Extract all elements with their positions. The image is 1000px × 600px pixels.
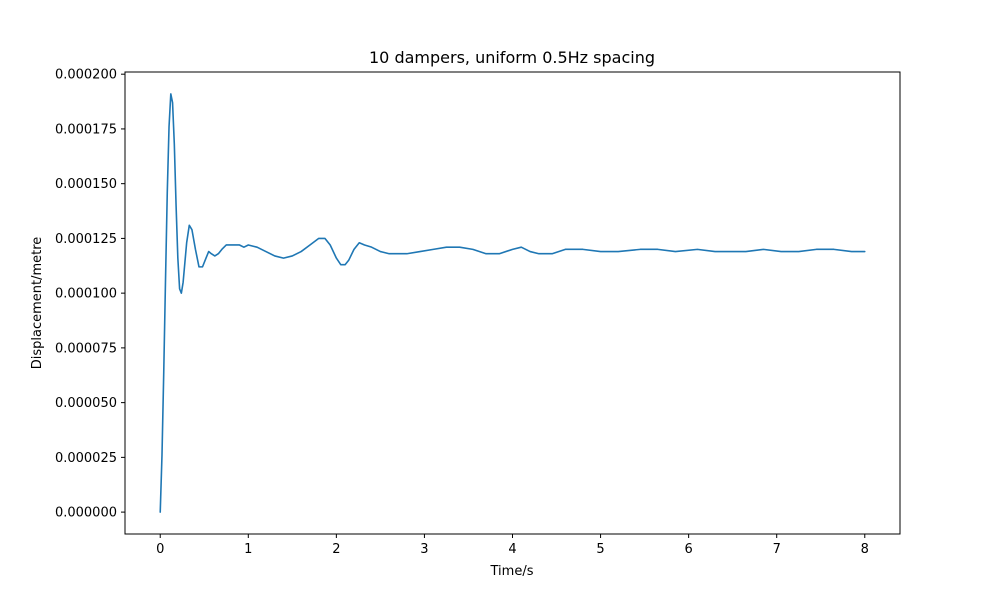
y-tick-label: 0.000125 xyxy=(55,232,117,247)
x-axis-label: Time/s xyxy=(490,564,534,579)
x-tick-label: 6 xyxy=(684,542,692,557)
y-tick-label: 0.000175 xyxy=(55,122,117,137)
y-tick-label: 0.000075 xyxy=(55,341,117,356)
y-tick-label: 0.000200 xyxy=(55,68,117,83)
x-tick-label: 8 xyxy=(861,542,869,557)
x-tick-label: 3 xyxy=(420,542,428,557)
x-tick-label: 5 xyxy=(596,542,604,557)
y-tick-label: 0.000100 xyxy=(55,287,117,302)
y-tick-label: 0.000000 xyxy=(55,506,117,521)
y-tick-label: 0.000150 xyxy=(55,177,117,192)
x-tick-label: 0 xyxy=(156,542,164,557)
x-tick-label: 2 xyxy=(332,542,340,557)
data-layer xyxy=(159,93,866,513)
series-line-0 xyxy=(159,93,866,513)
y-tick-label: 0.000050 xyxy=(55,396,117,411)
y-axis-label: Displacement/metre xyxy=(30,237,45,370)
y-tick-label: 0.000025 xyxy=(55,451,117,466)
x-tick-label: 4 xyxy=(508,542,516,557)
x-axis: 0 1 2 3 4 5 6 7 8 xyxy=(156,534,869,557)
chart-title: 10 dampers, uniform 0.5Hz spacing xyxy=(369,48,655,67)
y-axis: 0.000000 0.000025 0.000050 0.000075 0.000100… xyxy=(55,68,125,521)
x-tick-label: 1 xyxy=(244,542,252,557)
x-tick-label: 7 xyxy=(773,542,781,557)
